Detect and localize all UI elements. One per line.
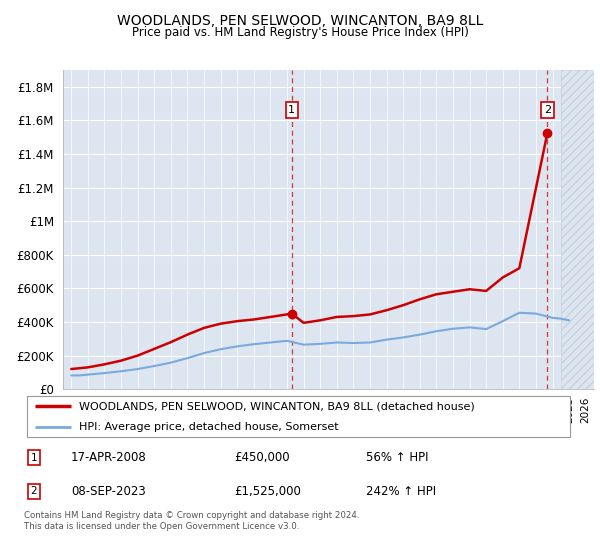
FancyBboxPatch shape (27, 396, 571, 437)
Text: 2: 2 (544, 105, 551, 115)
Text: HPI: Average price, detached house, Somerset: HPI: Average price, detached house, Some… (79, 422, 339, 432)
Text: 2: 2 (31, 486, 37, 496)
Text: WOODLANDS, PEN SELWOOD, WINCANTON, BA9 8LL: WOODLANDS, PEN SELWOOD, WINCANTON, BA9 8… (117, 14, 483, 28)
Text: 56% ↑ HPI: 56% ↑ HPI (366, 451, 429, 464)
Text: £450,000: £450,000 (234, 451, 289, 464)
Text: 242% ↑ HPI: 242% ↑ HPI (366, 485, 436, 498)
Text: £1,525,000: £1,525,000 (234, 485, 301, 498)
Bar (561, 70, 594, 389)
Text: 1: 1 (289, 105, 295, 115)
Text: Price paid vs. HM Land Registry's House Price Index (HPI): Price paid vs. HM Land Registry's House … (131, 26, 469, 39)
Text: 08-SEP-2023: 08-SEP-2023 (71, 485, 146, 498)
Text: WOODLANDS, PEN SELWOOD, WINCANTON, BA9 8LL (detached house): WOODLANDS, PEN SELWOOD, WINCANTON, BA9 8… (79, 401, 475, 411)
Bar (561, 70, 594, 389)
Text: Contains HM Land Registry data © Crown copyright and database right 2024.: Contains HM Land Registry data © Crown c… (24, 511, 359, 520)
Text: 1: 1 (31, 453, 37, 463)
Text: 17-APR-2008: 17-APR-2008 (71, 451, 146, 464)
Text: This data is licensed under the Open Government Licence v3.0.: This data is licensed under the Open Gov… (24, 522, 299, 531)
